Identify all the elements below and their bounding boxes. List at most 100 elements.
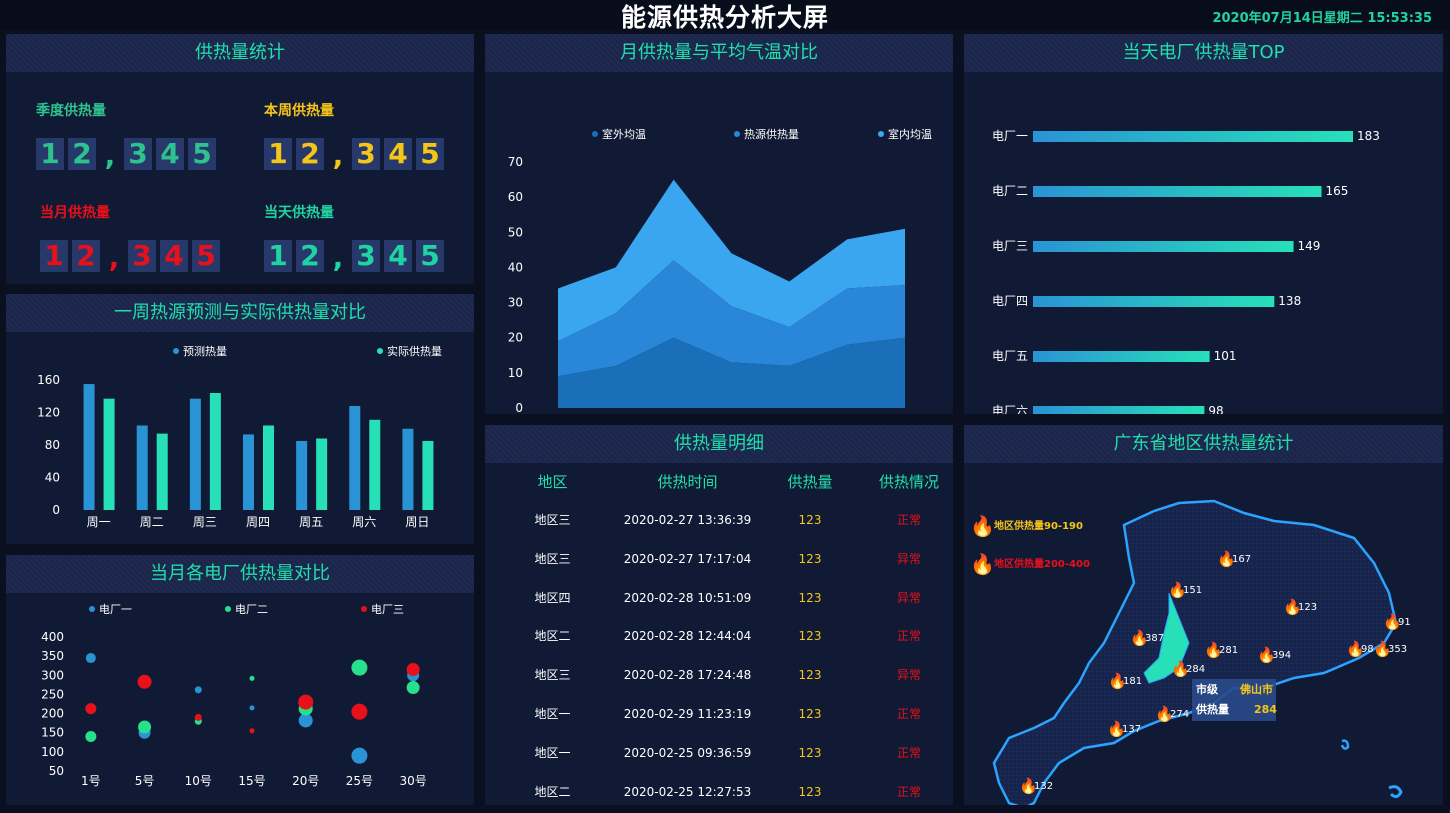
legend-dot <box>89 606 95 612</box>
y-tick-label: 350 <box>41 649 64 663</box>
scatter-point <box>249 705 255 711</box>
x-tick-label: 20号 <box>292 774 319 788</box>
fire-icon[interactable]: 🔥 <box>1168 581 1187 599</box>
stat-separator: , <box>332 139 344 172</box>
fire-icon[interactable]: 🔥 <box>1107 720 1126 738</box>
bar <box>156 433 168 510</box>
x-tick-label: 20号 <box>776 413 803 414</box>
fire-icon[interactable]: 🔥 <box>1217 550 1236 568</box>
x-tick-label: 25号 <box>834 413 861 414</box>
table-row: 地区三 2020-02-27 13:36:39 123 正常 <box>485 501 953 540</box>
area-series <box>558 179 905 342</box>
fire-icon[interactable]: 🔥 <box>1130 629 1149 647</box>
table-cell: 正常 <box>896 784 921 799</box>
map-legend-label: 地区供热量90-190 <box>994 519 1083 532</box>
y-tick-label: 120 <box>37 406 60 420</box>
y-tick-label: 40 <box>45 471 60 485</box>
scatter-point <box>351 659 368 676</box>
stat-digit: 4 <box>384 138 412 170</box>
bar-category-label: 电厂三 <box>992 239 1028 253</box>
bar <box>1033 296 1275 307</box>
table-cell: 2020-02-28 17:24:48 <box>623 668 752 683</box>
bar-value-label: 138 <box>1278 294 1301 308</box>
legend-label: 电厂一 <box>99 603 132 616</box>
fire-icon[interactable]: 🔥 <box>1019 777 1038 795</box>
map-point-value: 281 <box>1219 645 1238 656</box>
table-cell: 2020-02-28 10:51:09 <box>623 590 752 605</box>
table-cell: 2020-02-25 12:27:53 <box>623 784 752 799</box>
bar <box>1033 241 1294 252</box>
column-header: 地区 <box>537 473 568 491</box>
legend-label: 电厂二 <box>235 603 268 616</box>
fire-icon[interactable]: 🔥 <box>1383 613 1402 631</box>
table-cell: 异常 <box>896 590 921 605</box>
bar-category-label: 电厂五 <box>992 349 1028 363</box>
scatter-point <box>85 731 97 743</box>
fire-icon[interactable]: 🔥 <box>1171 660 1190 678</box>
table-row: 地区二 2020-02-28 12:44:04 123 正常 <box>485 617 953 656</box>
map-tooltip: 市级 佛山市 供热量 284 <box>1192 679 1277 721</box>
table-row: 地区二 2020-02-25 12:27:53 123 正常 <box>485 773 953 805</box>
scatter-point <box>85 703 97 715</box>
top-chart: 电厂一 183 电厂二 165 电厂三 149 电厂四 138 电厂五 101 电厂六 98 <box>992 129 1380 414</box>
table-row: 地区三 2020-02-27 17:17:04 123 异常 <box>485 540 953 579</box>
fire-icon[interactable]: 🔥 <box>1155 705 1174 723</box>
map-point-value: 137 <box>1122 724 1141 735</box>
fire-icon[interactable]: 🔥 <box>1108 672 1127 690</box>
panel-title: 当天电厂供热量TOP <box>964 34 1443 72</box>
x-tick-label: 周六 <box>352 515 376 529</box>
x-tick-label: 周三 <box>193 515 217 529</box>
table-cell: 正常 <box>896 513 921 527</box>
scatter-point <box>194 686 202 694</box>
table-cell: 异常 <box>896 668 921 683</box>
fire-icon[interactable]: 🔥 <box>1346 640 1365 658</box>
stat-digit: 5 <box>188 138 216 170</box>
y-tick-label: 200 <box>41 707 64 721</box>
table-cell: 正常 <box>896 629 921 644</box>
panel-title: 广东省地区供热量统计 <box>964 425 1443 463</box>
detail-table: 地区 供热时间 供热量 供热情况 地区三 2020-02-27 13:36:39 123 正常… <box>485 463 953 805</box>
area-chart: 室外均温 热源供热量 室内均温 0 10 20 30 40 50 60 70 1号 5号 10号 15号 20… <box>508 127 932 414</box>
bar <box>422 440 434 510</box>
map-legend: 🔥 地区供热量90-190 🔥 地区供热量200-400 <box>970 514 1090 576</box>
stat-digit: 5 <box>416 138 444 170</box>
bar-value-label: 149 <box>1298 239 1321 253</box>
fire-icon[interactable]: 🔥 <box>1204 641 1223 659</box>
table-cell: 123 <box>798 706 822 721</box>
scatter-point <box>137 674 152 689</box>
legend-label: 电厂三 <box>371 603 404 616</box>
bar-value-label: 165 <box>1326 184 1349 198</box>
fire-icon[interactable]: 🔥 <box>1373 640 1392 658</box>
table-cell: 123 <box>798 668 822 683</box>
fire-icon[interactable]: 🔥 <box>1283 598 1302 616</box>
scatter-point <box>249 675 255 681</box>
x-tick-label: 30号 <box>400 774 427 788</box>
y-tick-label: 50 <box>508 225 523 239</box>
tooltip-key: 市级 <box>1196 682 1219 696</box>
table-cell: 2020-02-27 17:17:04 <box>623 551 752 566</box>
table-cell: 地区三 <box>534 551 571 566</box>
fire-icon[interactable]: 🔥 <box>1257 646 1276 664</box>
bar <box>263 425 274 510</box>
stat-digit: 2 <box>296 138 324 170</box>
map-point-value: 181 <box>1123 676 1142 687</box>
map-point-value: 353 <box>1388 644 1407 655</box>
stat-digit: 3 <box>352 138 380 170</box>
table-cell: 地区一 <box>534 706 571 721</box>
table-cell: 2020-02-29 11:23:19 <box>623 706 752 721</box>
table-cell: 2020-02-25 09:36:59 <box>623 745 752 760</box>
legend-dot <box>173 348 179 354</box>
stat-digit: 3 <box>128 240 156 272</box>
table-row: 地区一 2020-02-25 09:36:59 123 正常 <box>485 734 953 773</box>
legend-label: 室内均温 <box>888 127 932 141</box>
legend-dot <box>377 348 383 354</box>
map-panel: 广东省地区供热量统计 🔥 地区供热量90-190 🔥 地区供热量200-400 … <box>964 425 1443 805</box>
province-outline <box>992 499 1398 805</box>
map-legend-label: 地区供热量200-400 <box>994 557 1090 570</box>
weekly-chart: 预测热量 实际供热量 0 40 80 120 160 周一 周二 周三 周四 周五 周六 周日 <box>37 344 442 529</box>
map-point-value: 123 <box>1298 602 1317 613</box>
table-cell: 地区四 <box>534 590 571 605</box>
x-tick-label: 周四 <box>246 515 270 529</box>
tooltip-value: 佛山市 <box>1239 682 1273 696</box>
stat-digit: 1 <box>264 138 292 170</box>
